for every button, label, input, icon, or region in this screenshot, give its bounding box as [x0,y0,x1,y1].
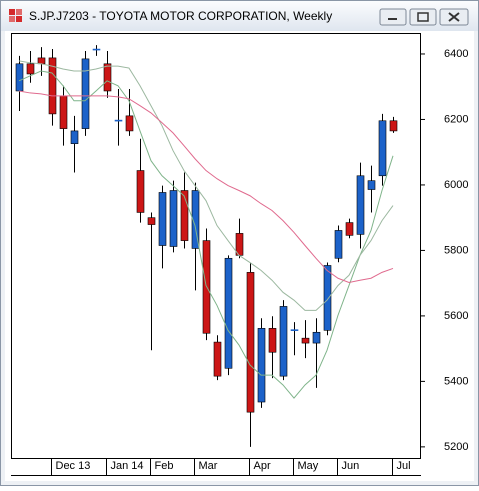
y-tick-label: 6000 [444,179,468,191]
candle-body [312,331,321,344]
x-tick-label: Dec 13 [56,460,91,472]
candle-body [81,58,90,129]
moving-average [18,60,394,311]
candle-body [224,257,233,369]
candle-body [389,120,398,132]
candle-body [334,230,343,259]
x-tick-label: Jun [342,460,360,472]
candle-body [136,170,145,213]
candle-body [367,180,376,190]
x-tick-label: Apr [254,460,271,472]
x-tick-label: Feb [155,460,174,472]
candle-body [257,328,266,403]
candle-body [59,95,68,129]
x-tick-label: Jan 14 [111,460,144,472]
candle-body [37,57,46,65]
candle-body [70,130,79,144]
moving-average [18,90,394,284]
candle-body [114,119,123,122]
y-tick-label: 5400 [444,375,468,387]
moving-average [18,70,394,399]
candle-body [323,265,332,331]
candle-body [147,217,156,225]
candle-body [125,115,134,132]
x-tick-label: Mar [199,460,218,472]
close-button[interactable] [439,8,469,26]
candle-body [290,329,299,331]
x-tick-label: May [298,460,319,472]
y-tick-label: 6400 [444,48,468,60]
candle-body [268,328,277,353]
candle-body [378,120,387,177]
candle-body [48,57,57,115]
app-icon [9,9,22,22]
y-tick-label: 6200 [444,113,468,125]
candle-body [169,190,178,247]
candle-body [213,341,222,377]
candle-body [345,222,354,236]
y-tick-label: 5600 [444,310,468,322]
candle-body [356,175,365,235]
candle-body [180,190,189,241]
candle-body [103,63,112,92]
candle-body [279,306,288,377]
minimize-button[interactable] [379,8,407,26]
candle-body [92,48,101,51]
plot-frame [11,33,421,459]
candle-body [301,337,310,344]
candle-body [191,190,200,249]
y-tick-label: 5200 [444,441,468,453]
y-tick-label: 5800 [444,244,468,256]
window-title: S.JP.J7203 - TOYOTA MOTOR CORPORATION, W… [29,9,332,23]
candle-body [158,192,167,246]
candle-body [15,63,24,92]
x-tick-label: Jul [397,460,411,472]
candle-body [246,272,255,413]
candle-body [26,63,35,75]
maximize-button[interactable] [409,8,437,26]
